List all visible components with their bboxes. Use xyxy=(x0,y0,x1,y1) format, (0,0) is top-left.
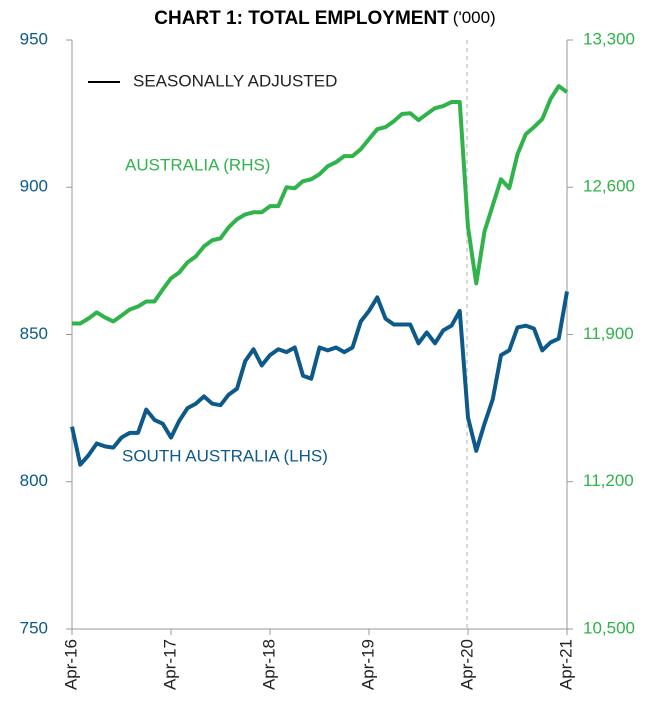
y2-tick-label: 10,500 xyxy=(583,618,635,637)
x-tick-label: Apr-16 xyxy=(61,639,80,690)
y2-tick-label: 12,600 xyxy=(583,177,635,196)
y2-tick-label: 11,200 xyxy=(583,471,634,490)
y-tick-label: 800 xyxy=(20,471,48,490)
series-label: SOUTH AUSTRALIA (LHS) xyxy=(122,446,328,465)
y2-tick-label: 11,900 xyxy=(583,324,634,343)
x-tick-label: Apr-19 xyxy=(358,639,377,690)
x-tick-label: Apr-21 xyxy=(556,639,575,690)
y-tick-label: 900 xyxy=(20,177,48,196)
series-label: AUSTRALIA (RHS) xyxy=(125,155,270,174)
legend-note: SEASONALLY ADJUSTED xyxy=(133,71,337,90)
y2-tick-label: 13,300 xyxy=(583,29,635,48)
y-tick-label: 950 xyxy=(20,29,48,48)
chart-title-unit: ('000) xyxy=(453,8,496,27)
y-tick-label: 850 xyxy=(20,324,48,343)
series-line xyxy=(70,291,569,467)
x-tick-label: Apr-18 xyxy=(259,639,278,690)
x-tick-label: Apr-20 xyxy=(457,639,476,690)
x-tick-label: Apr-17 xyxy=(160,639,179,690)
y-tick-label: 750 xyxy=(20,618,48,637)
chart-title-group: CHART 1: TOTAL EMPLOYMENT ('000) xyxy=(154,8,495,29)
chart-title: CHART 1: TOTAL EMPLOYMENT xyxy=(154,8,449,29)
series-line xyxy=(72,84,569,326)
